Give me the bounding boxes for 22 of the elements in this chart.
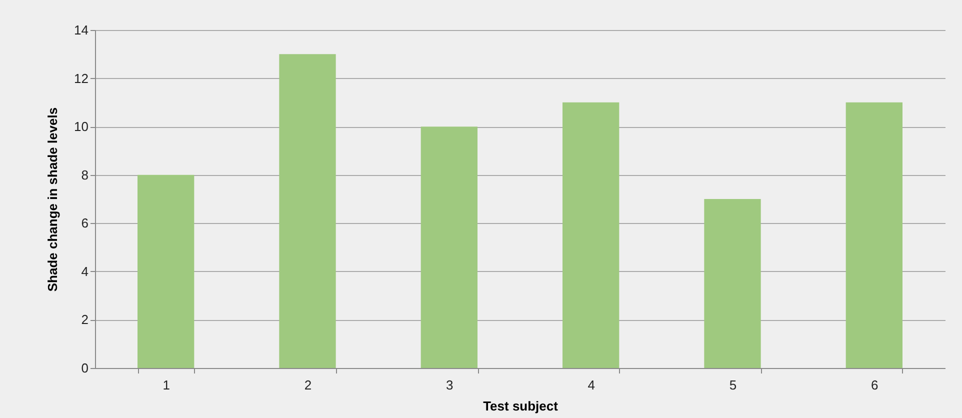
x-tick-label: 2 [304,378,312,392]
y-tick-label: 2 [81,312,88,328]
y-tick-label: 14 [74,22,88,38]
y-tick-label: 12 [74,70,88,86]
y-axis-title: Shade change in shade levels [45,107,60,292]
y-tick-label: 6 [81,216,88,231]
bar [138,174,194,368]
bar [279,54,336,368]
y-tick-label: 8 [81,167,88,182]
y-tick-label: 0 [81,360,88,376]
x-tick-label: 3 [446,378,454,392]
x-tick-label: 5 [729,378,737,392]
x-tick-label: 1 [162,378,170,392]
x-tick-label: 4 [588,378,595,392]
x-tick-label: 6 [871,378,878,392]
bar [420,126,478,368]
bar [846,102,902,368]
y-tick-label: 10 [74,119,88,134]
x-axis-title: Test subject [483,398,559,414]
bar [562,102,620,368]
bar [704,199,761,368]
y-tick-label: 4 [81,264,88,279]
